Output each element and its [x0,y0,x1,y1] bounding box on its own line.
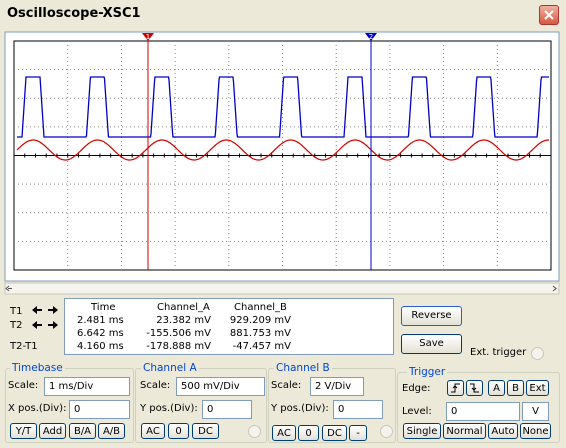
scrollbar[interactable] [4,282,560,295]
readout-channel-a: -178.888 mV [146,341,211,352]
channel-a-ypos-field[interactable]: 0 [202,400,252,419]
toggle-button[interactable]: Single [403,423,441,439]
t2-t1-label: T2-T1 [10,341,38,352]
cursor-arrows [32,306,58,329]
header-channel-b: Channel_B [234,302,287,313]
readout-time: 6.642 ms [77,328,124,339]
channel-a-trace [16,139,549,161]
readout-channel-b: 881.753 mV [229,328,291,339]
header-channel-a: Channel_A [157,302,210,313]
toggle-button[interactable]: B/A [69,423,96,439]
toggle-button[interactable]: AC [272,425,296,441]
t1-left[interactable] [32,306,42,314]
toggle-button[interactable]: None [520,423,551,439]
window-title: Oscilloscope-XSC1 [7,6,141,21]
readout-table: Time Channel_A Channel_B 2.481 ms 23.382 … [64,298,394,355]
readout-channel-b: 929.209 mV [229,315,291,326]
readout-time: 4.160 ms [77,341,124,352]
close-icon [544,10,554,20]
save-button[interactable]: Save [401,334,462,354]
toggle-button[interactable]: DC [322,425,347,441]
trigger-level-label: Level: [402,406,432,417]
timebase-title: Timebase [10,362,65,374]
edge-falling-button[interactable] [466,380,483,396]
edge-rising-button[interactable] [447,380,464,396]
toggle-button[interactable]: B [507,380,524,396]
readout-channel-b: -47.457 mV [232,341,291,352]
t2-label: T2 [10,320,23,331]
toggle-button[interactable]: 0 [298,425,319,441]
toggle-button[interactable]: Ext [526,380,549,396]
channel-a-title: Channel A [141,362,199,374]
readout-channel-a: 23.382 mV [156,315,211,326]
timebase-scale-field[interactable]: 1 ms/Div [44,377,130,396]
timebase-xpos-field[interactable]: 0 [69,400,130,419]
t2-left[interactable] [32,321,42,329]
cursor-t1-label: 1 [146,33,150,41]
channel-b-radio[interactable] [380,425,393,438]
toggle-button[interactable]: Auto [488,423,518,439]
toggle-button[interactable]: A/B [98,423,125,439]
toggle-button[interactable]: DC [192,423,219,439]
t1-label: T1 [10,306,23,317]
channel-a-scale-field[interactable]: 500 mV/Div [176,377,265,396]
readout-time: 2.481 ms [77,315,124,326]
cursor-t2-handle[interactable] [365,33,377,41]
timebase-xpos-label: X pos.(Div): [8,403,67,414]
scroll-right[interactable] [552,285,557,292]
cursor-t2-label: 2 [369,33,373,41]
channel-a-radio[interactable] [248,425,261,438]
channel-b-scale-label: Scale: [271,380,302,391]
toggle-button[interactable]: AC [141,423,165,439]
channel-a-group [135,368,267,443]
edge-falling-icon [470,383,479,393]
timebase-scale-label: Scale: [8,380,39,391]
channel-b-ypos-field[interactable]: 0 [333,400,383,419]
t1-right[interactable] [48,306,58,314]
readout-channel-a: -155.506 mV [146,328,211,339]
ext-trigger-label: Ext. trigger [470,347,527,358]
channel-a-scale-label: Scale: [140,380,171,391]
trigger-group [397,372,560,443]
scroll-left[interactable] [5,285,12,292]
channel-b-trace [17,76,549,138]
toggle-button[interactable]: - [349,425,367,441]
toggle-button[interactable]: Y/T [10,423,37,439]
t2-right[interactable] [48,321,58,329]
trigger-edge-label: Edge: [402,383,431,394]
channel-b-scale-field[interactable]: 2 V/Div [310,377,364,396]
scope-screen: 1 2 [4,31,560,295]
edge-rising-icon [451,383,460,393]
reverse-button[interactable]: Reverse [401,306,462,326]
header-time: Time [91,302,116,313]
cursor-t1-handle[interactable] [142,33,154,41]
toggle-button[interactable]: Normal [443,423,486,439]
channel-b-title: Channel B [274,362,332,374]
toggle-button[interactable]: 0 [168,423,189,439]
timebase-group [5,368,134,443]
channel-b-group [268,368,396,443]
toggle-button[interactable]: A [488,380,505,396]
channel-b-ypos-label: Y pos.(Div): [271,403,329,414]
toggle-button[interactable]: Add [39,423,66,439]
channel-a-ypos-label: Y pos.(Div): [140,403,198,414]
close-button[interactable] [539,5,559,25]
ext-trigger-radio[interactable] [531,347,544,360]
trigger-level-field[interactable]: 0 [446,402,520,421]
trigger-level-unit[interactable]: V [522,402,549,421]
trigger-title: Trigger [407,366,448,378]
